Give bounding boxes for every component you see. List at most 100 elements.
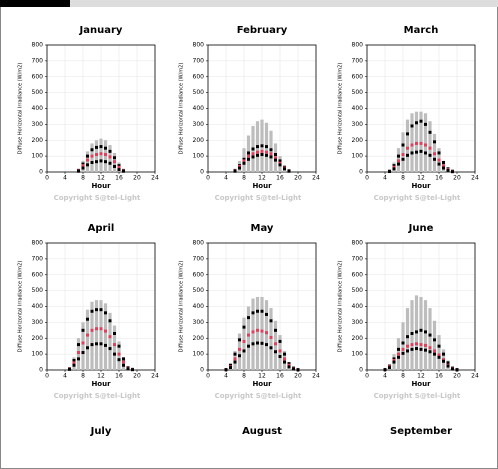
upper-dot: [428, 333, 432, 337]
y-tick-label: 100: [352, 153, 364, 160]
range-bar: [410, 300, 414, 370]
upper-dot: [247, 316, 250, 320]
copyright: Copyright S@tel-Light: [374, 194, 461, 202]
upper-dot: [122, 357, 125, 361]
lower-dot: [251, 155, 255, 159]
lower-dot: [265, 343, 268, 347]
lower-dot: [81, 166, 85, 170]
range-bar: [242, 317, 246, 370]
mean-dot: [437, 353, 441, 357]
x-tick-label: 20: [453, 175, 461, 182]
mean-dot: [424, 343, 427, 347]
y-tick-label: 700: [32, 255, 44, 262]
lower-dot: [296, 368, 300, 372]
y-tick-label: 500: [352, 89, 364, 96]
x-tick-label: 8: [242, 175, 246, 182]
range-bar: [437, 335, 441, 370]
x-tick-label: 20: [133, 373, 141, 380]
x-axis-label: Hour: [411, 182, 431, 190]
mean-dot: [99, 152, 103, 156]
upper-dot: [104, 146, 107, 150]
y-tick-label: 100: [193, 153, 205, 160]
lower-dot: [113, 164, 116, 168]
mean-dot: [238, 347, 241, 351]
mean-dot: [437, 158, 441, 162]
y-tick-label: 400: [32, 105, 44, 112]
range-bar: [121, 357, 126, 370]
upper-dot: [233, 352, 237, 356]
lower-dot: [104, 160, 107, 164]
range-bar: [99, 300, 103, 370]
x-tick-label: 12: [97, 175, 105, 182]
lower-dot: [99, 342, 103, 346]
y-tick-label: 300: [352, 319, 364, 326]
x-tick-label: 24: [151, 373, 159, 380]
y-axis-label: Diffuse Horizontal Irradiance (W/m2): [179, 63, 185, 155]
upper-dot: [86, 317, 89, 321]
upper-dot: [104, 311, 107, 315]
range-bar: [428, 121, 432, 172]
x-axis-label: Hour: [91, 380, 111, 388]
y-tick-label: 200: [193, 137, 205, 144]
range-bar: [405, 308, 410, 370]
lower-dot: [278, 355, 282, 359]
upper-dot: [269, 148, 273, 152]
mean-dot: [274, 342, 277, 346]
x-tick-label: 0: [206, 373, 210, 380]
y-tick-label: 700: [352, 255, 364, 262]
mean-dot: [251, 330, 255, 334]
upper-dot: [433, 338, 436, 342]
lower-dot: [81, 351, 85, 355]
y-tick-label: 700: [193, 57, 205, 64]
lower-dot: [95, 342, 98, 346]
x-tick-label: 24: [312, 373, 320, 380]
mean-dot: [108, 155, 112, 159]
mean-dot: [90, 328, 94, 332]
lower-dot: [410, 347, 414, 351]
upper-dot: [397, 154, 400, 158]
y-tick-label: 800: [352, 42, 364, 49]
mean-dot: [113, 160, 116, 164]
lower-dot: [242, 349, 246, 353]
upper-dot: [260, 144, 264, 148]
x-tick-label: 24: [151, 175, 159, 182]
range-bar: [251, 298, 255, 370]
range-bar: [414, 111, 419, 172]
upper-dot: [90, 309, 94, 313]
range-bar: [76, 338, 81, 370]
mean-dot: [410, 343, 414, 347]
x-tick-label: 4: [63, 175, 67, 182]
upper-dot: [442, 352, 445, 356]
lower-dot: [446, 364, 450, 368]
upper-dot: [406, 335, 409, 339]
range-bar: [108, 312, 112, 370]
range-bar: [94, 300, 99, 370]
mean-dot: [256, 328, 259, 332]
chart-title: May: [251, 223, 274, 234]
upper-dot: [287, 362, 291, 366]
x-tick-label: 16: [435, 373, 443, 380]
y-tick-label: 600: [193, 73, 205, 80]
mean-dot: [117, 352, 121, 356]
range-bar: [246, 306, 251, 370]
upper-dot: [108, 149, 112, 153]
header-strip: [0, 0, 498, 7]
chart-title: August: [242, 426, 282, 437]
upper-dot: [251, 311, 255, 315]
lower-dot: [90, 160, 94, 164]
lower-dot: [455, 368, 459, 372]
lower-dot: [72, 363, 76, 367]
y-tick-label: 700: [352, 57, 364, 64]
lower-dot: [446, 168, 450, 172]
x-tick-label: 8: [401, 373, 405, 380]
x-tick-label: 16: [276, 175, 284, 182]
x-tick-label: 12: [258, 175, 266, 182]
x-tick-label: 12: [417, 175, 425, 182]
y-tick-label: 700: [32, 57, 44, 64]
lower-dot: [392, 360, 396, 364]
range-bar: [90, 143, 94, 172]
y-tick-label: 500: [193, 89, 205, 96]
upper-dot: [260, 309, 264, 313]
y-tick-label: 500: [32, 287, 44, 294]
